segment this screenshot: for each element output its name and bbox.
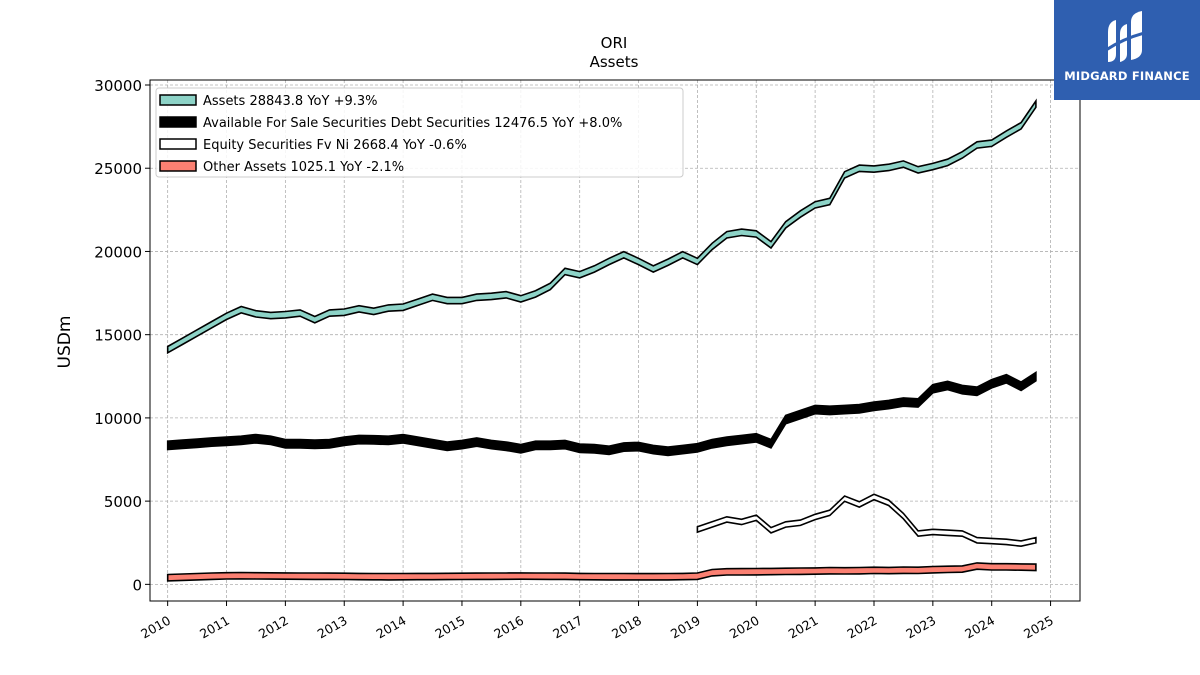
x-tick-label: 2013 xyxy=(315,613,350,642)
x-tick-label: 2010 xyxy=(138,613,173,642)
midgard-logo-icon xyxy=(1105,11,1149,62)
x-tick-label: 2025 xyxy=(1021,613,1056,642)
chart-title: ORI xyxy=(601,34,628,52)
y-tick-label: 5000 xyxy=(104,493,142,511)
x-tick-label: 2015 xyxy=(432,613,467,642)
x-tick-label: 2024 xyxy=(962,613,997,642)
legend-swatch xyxy=(159,94,197,106)
legend-box xyxy=(155,87,684,178)
legend-entry: Assets 28843.8 YoY +9.3% xyxy=(203,94,378,109)
y-tick-label: 10000 xyxy=(94,410,142,428)
legend-entry: Equity Securities Fv Ni 2668.4 YoY -0.6% xyxy=(203,138,467,153)
y-axis-label: USDm xyxy=(55,316,75,369)
series-band-3 xyxy=(166,562,1037,582)
x-axis: 2010 2011 2012 2013 2014 2015 2016 2017 2018 2019… xyxy=(138,601,1056,642)
x-tick-label: 2016 xyxy=(491,613,526,642)
brand-name: MIDGARD FINANCE xyxy=(1064,69,1190,83)
x-tick-label: 2011 xyxy=(197,613,232,642)
x-tick-label: 2020 xyxy=(727,613,762,642)
legend-entry: Other Assets 1025.1 YoY -2.1% xyxy=(203,160,404,175)
x-tick-label: 2018 xyxy=(609,613,644,642)
y-tick-label: 30000 xyxy=(94,77,142,95)
x-tick-label: 2021 xyxy=(786,613,821,642)
legend-swatch xyxy=(159,138,197,150)
y-tick-label: 0 xyxy=(132,576,142,594)
series-band-1 xyxy=(166,371,1037,457)
y-axis: 0 5000 10000 15000 20000 25000 30000 xyxy=(94,77,150,594)
y-tick-label: 15000 xyxy=(94,327,142,345)
brand-logo: MIDGARD FINANCE xyxy=(1054,0,1200,100)
series-band-0 xyxy=(166,98,1037,355)
legend-entry: Available For Sale Securities Debt Secur… xyxy=(203,116,622,131)
series-band-2 xyxy=(696,493,1037,548)
x-tick-label: 2022 xyxy=(844,613,879,642)
legend-swatch xyxy=(159,116,197,128)
x-tick-label: 2019 xyxy=(668,613,703,642)
plot-frame xyxy=(149,79,1081,602)
y-tick-label: 20000 xyxy=(94,243,142,261)
x-tick-label: 2014 xyxy=(374,613,409,642)
y-tick-label: 25000 xyxy=(94,160,142,178)
legend: Assets 28843.8 YoY +9.3% Available For Sa… xyxy=(155,87,684,178)
chart-subtitle: Assets xyxy=(590,53,639,71)
x-tick-label: 2012 xyxy=(256,613,291,642)
x-tick-label: 2023 xyxy=(903,613,938,642)
series-bands xyxy=(166,98,1037,582)
legend-swatch xyxy=(159,160,197,172)
x-tick-label: 2017 xyxy=(550,613,585,642)
